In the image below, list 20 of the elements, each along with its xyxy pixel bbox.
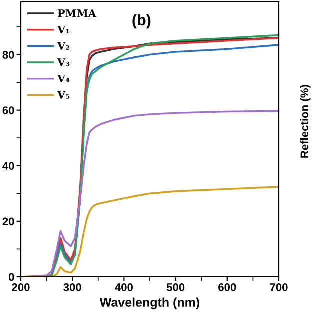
- y-tick-label: 40: [2, 162, 14, 170]
- legend-label: V₃: [57, 58, 70, 66]
- legend-label: V₁: [57, 26, 70, 34]
- y-tick-label: 80: [2, 51, 14, 59]
- legend-label: PMMA: [58, 10, 97, 18]
- y-tick-label: 0: [9, 273, 14, 282]
- legend-label: V₅: [57, 91, 70, 99]
- x-axis-title: Wavelength (nm): [100, 298, 200, 310]
- x-tick-label: 600: [218, 284, 236, 292]
- y-tick-label: 20: [2, 218, 14, 226]
- x-tick-label: 700: [270, 284, 288, 292]
- y-tick-label: 60: [2, 106, 14, 114]
- legend-label: V₂: [57, 42, 70, 50]
- x-tick-label: 200: [12, 284, 30, 292]
- x-tick-label: 300: [64, 284, 82, 292]
- x-tick-label: 400: [115, 284, 134, 292]
- text: Reflection (%): [300, 85, 311, 158]
- legend-label: V₄: [57, 74, 70, 83]
- x-tick-label: 500: [166, 284, 185, 292]
- annotation: (b): [132, 14, 151, 29]
